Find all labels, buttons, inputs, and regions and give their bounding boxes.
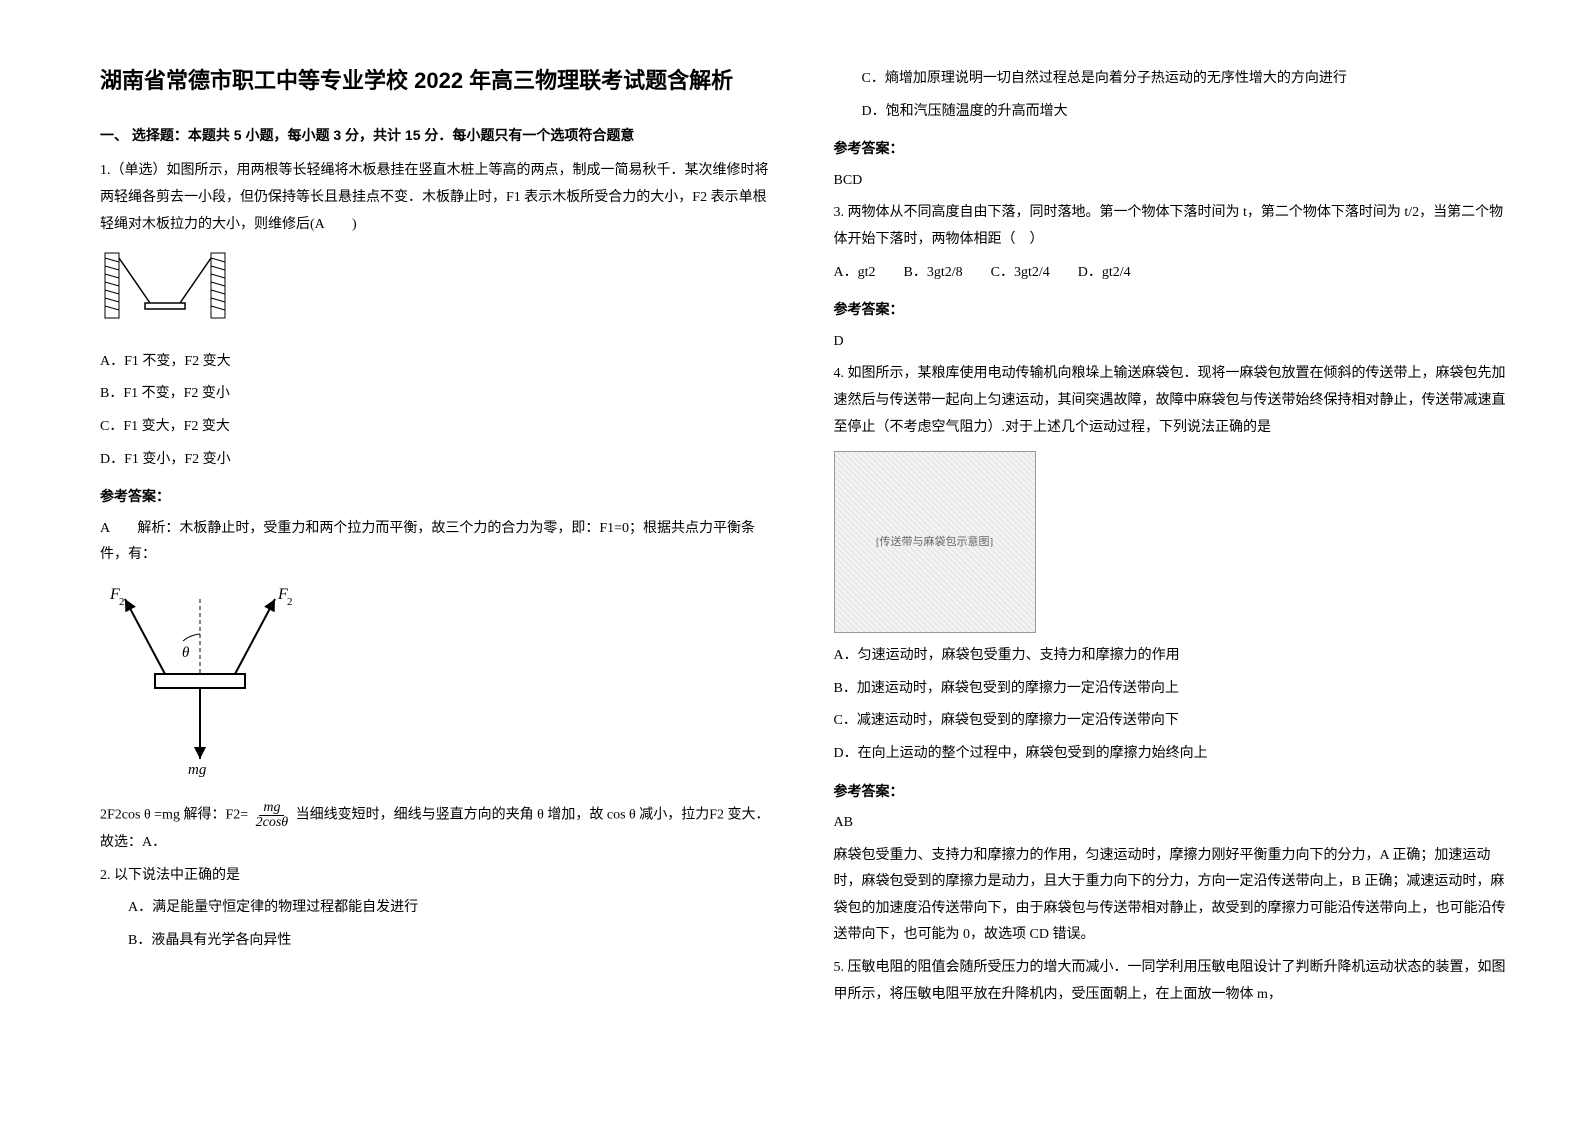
q2-option-c: C．熵增加原理说明一切自然过程总是向着分子热运动的无序性增大的方向进行 (834, 66, 1508, 93)
answer-label-1: 参考答案： (100, 483, 774, 510)
q4-explanation: 麻袋包受重力、支持力和摩擦力的作用，匀速运动时，摩擦力刚好平衡重力向下的分力，A… (834, 843, 1508, 949)
q3-stem: 3. 两物体从不同高度自由下落，同时落地。第一个物体下落时间为 t，第二个物体下… (834, 200, 1508, 253)
q2-option-d: D．饱和汽压随温度的升高而增大 (834, 99, 1508, 126)
frac-den: 2cosθ (252, 815, 293, 830)
answer-label-3: 参考答案： (834, 296, 1508, 323)
page: 湖南省常德市职工中等专业学校 2022 年高三物理联考试题含解析 一、 选择题：… (0, 0, 1587, 1054)
label-mg: mg (188, 762, 207, 778)
q4-answer: AB (834, 810, 1508, 837)
q4-option-c: C．减速运动时，麻袋包受到的摩擦力一定沿传送带向下 (834, 708, 1508, 735)
q4-stem: 4. 如图所示，某粮库使用电动传输机向粮垛上输送麻袋包．现将一麻袋包放置在倾斜的… (834, 361, 1508, 441)
q1-ans2a: 2F2cos θ =mg 解得：F2= (100, 807, 252, 822)
q5-stem: 5. 压敏电阻的阻值会随所受压力的增大而减小．一同学利用压敏电阻设计了判断升降机… (834, 955, 1508, 1008)
q4-figure-conveyor: [传送带与麻袋包示意图] (834, 451, 1036, 633)
q4-option-b: B．加速运动时，麻袋包受到的摩擦力一定沿传送带向上 (834, 676, 1508, 703)
q2-answer: BCD (834, 168, 1508, 195)
q1-option-d: D．F1 变小，F2 变小 (100, 447, 774, 474)
right-column: C．熵增加原理说明一切自然过程总是向着分子热运动的无序性增大的方向进行 D．饱和… (834, 60, 1508, 1014)
q2-option-a: A．满足能量守恒定律的物理过程都能自发进行 (100, 895, 774, 922)
q1-figure-swing (100, 248, 774, 339)
frac-num: mg (259, 800, 284, 816)
q1-option-c: C．F1 变大，F2 变大 (100, 414, 774, 441)
left-column: 湖南省常德市职工中等专业学校 2022 年高三物理联考试题含解析 一、 选择题：… (100, 60, 774, 1014)
q3-options: A．gt2 B．3gt2/8 C．3gt2/4 D．gt2/4 (834, 260, 1508, 287)
answer-label-4: 参考答案： (834, 778, 1508, 805)
q1-stem: 1.（单选）如图所示，用两根等长轻绳将木板悬挂在竖直木桩上等高的两点，制成一简易… (100, 158, 774, 238)
img-placeholder-text: [传送带与麻袋包示意图] (876, 532, 993, 553)
q1-force-diagram: F 2 F 2 θ mg (100, 579, 774, 790)
doc-title: 湖南省常德市职工中等专业学校 2022 年高三物理联考试题含解析 (100, 60, 774, 102)
fraction: mg 2cosθ (252, 800, 293, 831)
q4-option-a: A．匀速运动时，麻袋包受重力、支持力和摩擦力的作用 (834, 643, 1508, 670)
svg-text:2: 2 (287, 596, 293, 608)
answer-label-2: 参考答案： (834, 135, 1508, 162)
q3-answer: D (834, 329, 1508, 356)
q2-stem: 2. 以下说法中正确的是 (100, 863, 774, 890)
q1-answer-line2: 2F2cos θ =mg 解得：F2= mg 2cosθ 当细线变短时，细线与竖… (100, 800, 774, 857)
q1-option-a: A．F1 不变，F2 变大 (100, 349, 774, 376)
section-header: 一、 选择题：本题共 5 小题，每小题 3 分，共计 15 分．每小题只有一个选… (100, 122, 774, 149)
q2-option-b: B．液晶具有光学各向异性 (100, 928, 774, 955)
q1-option-b: B．F1 不变，F2 变小 (100, 381, 774, 408)
q4-option-d: D．在向上运动的整个过程中，麻袋包受到的摩擦力始终向上 (834, 741, 1508, 768)
q1-answer-line1: A 解析：木板静止时，受重力和两个拉力而平衡，故三个力的合力为零，即：F1=0；… (100, 516, 774, 569)
label-theta: θ (182, 645, 190, 661)
svg-text:2: 2 (119, 596, 125, 608)
